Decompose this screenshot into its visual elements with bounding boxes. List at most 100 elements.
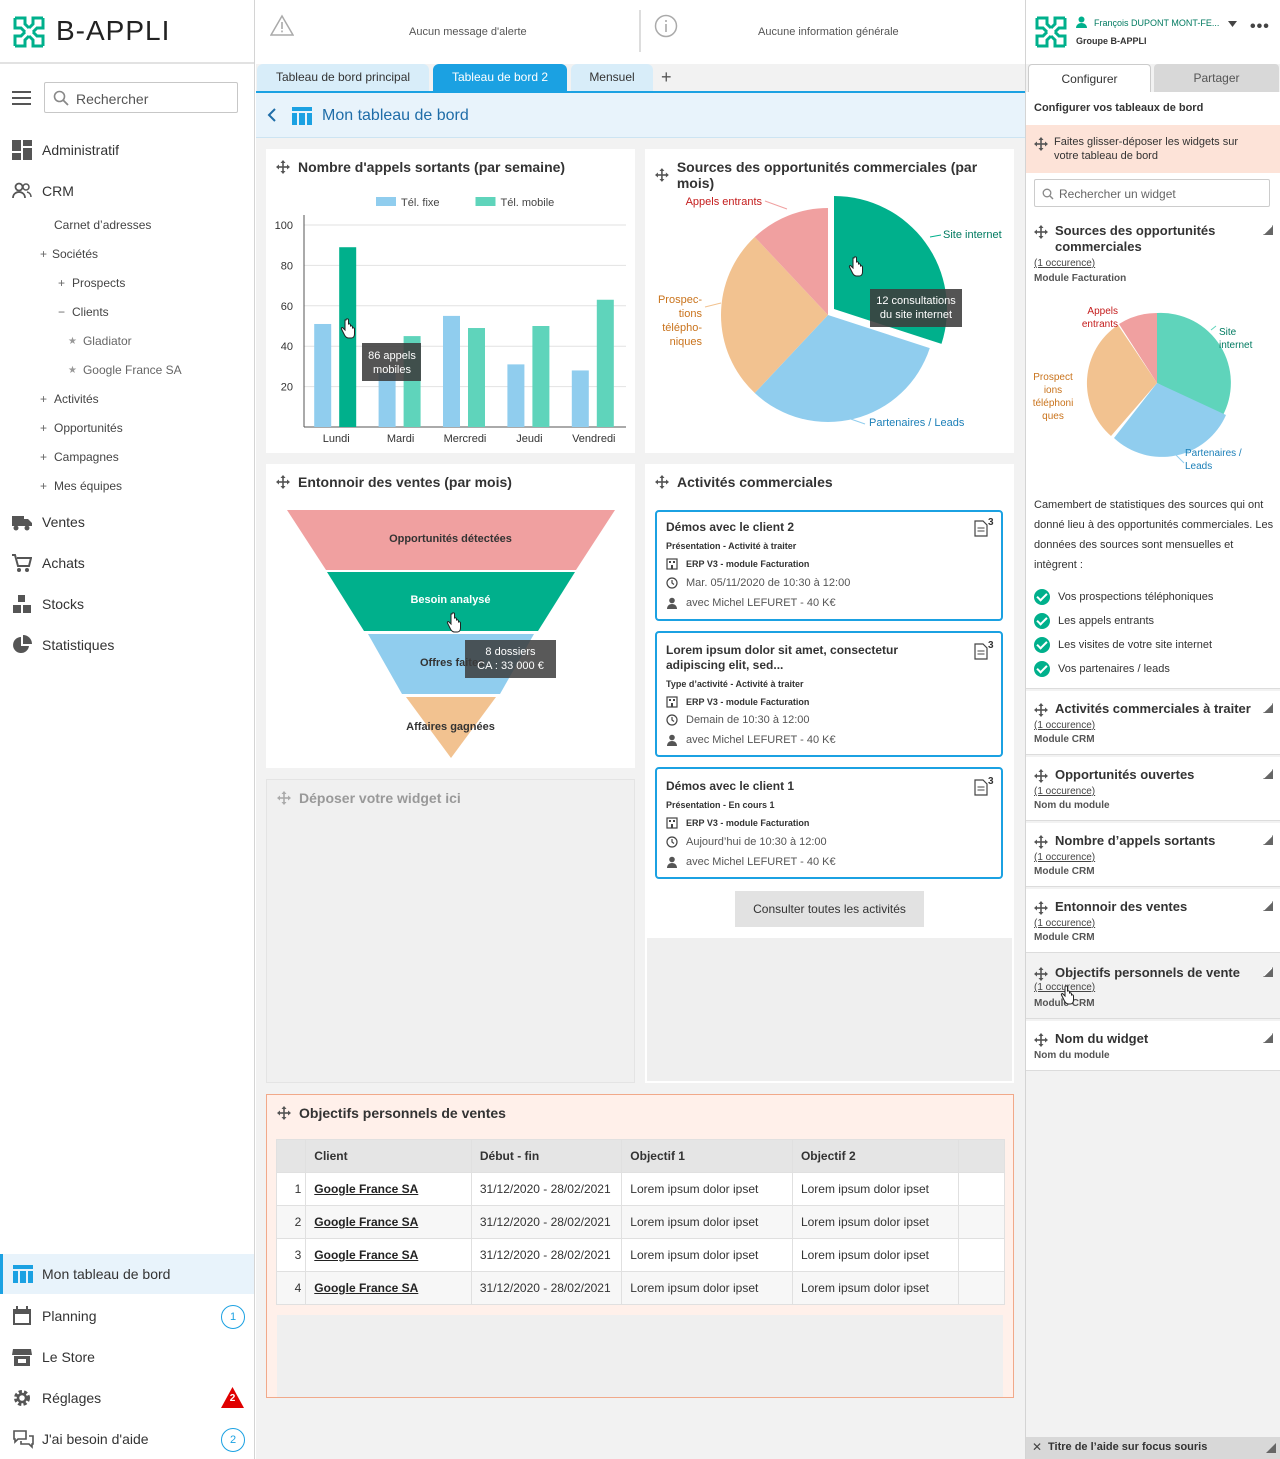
widget-calls: Nombre d'appels sortants (par semaine) T…	[266, 149, 635, 453]
table-row[interactable]: 2 Google France SA 31/12/2020 - 28/02/20…	[275, 1205, 1006, 1239]
expand-icon[interactable]	[1266, 1443, 1276, 1453]
catalog-widget-occurence[interactable]: (1 occurence)	[1034, 918, 1096, 929]
drag-move-icon[interactable]	[1034, 967, 1048, 981]
sidebar-subitem-carnet[interactable]: Carnet d’adresses	[54, 218, 151, 232]
sidebar-item-reglages[interactable]: Réglages	[0, 1378, 254, 1418]
widget-catalog-item[interactable]: Objectifs personnels de vente (1 occuren…	[1026, 955, 1280, 1019]
column-header[interactable]: Début - fin	[470, 1139, 623, 1173]
sidebar-item-ventes[interactable]: Ventes	[12, 511, 85, 533]
activity-card[interactable]: Lorem ipsum dolor sit amet, consectetur …	[655, 631, 1003, 757]
sidebar-item-statistiques[interactable]: Statistiques	[12, 634, 114, 656]
back-arrow-icon[interactable]	[266, 107, 278, 123]
widget-catalog-item[interactable]: Activités commerciales à traiter (1 occu…	[1026, 691, 1280, 755]
sidebar-item-achats[interactable]: Achats	[12, 552, 85, 574]
sidebar-subitem-equipes[interactable]: + Mes équipes	[40, 479, 122, 493]
widget-title-row[interactable]: Objectifs personnels de ventes	[277, 1105, 506, 1121]
expand-icon[interactable]	[1263, 901, 1273, 911]
sidebar-item-crm[interactable]: CRM	[12, 180, 74, 202]
tab-partager[interactable]: Partager	[1154, 64, 1279, 92]
table-row[interactable]: 4 Google France SA 31/12/2020 - 28/02/20…	[275, 1271, 1006, 1305]
sidebar-subitem-campagnes[interactable]: + Campagnes	[40, 450, 119, 464]
all-activities-button[interactable]: Consulter toutes les activités	[735, 891, 924, 927]
app-logo[interactable]: B-APPLI	[0, 0, 254, 64]
add-tab-icon[interactable]: +	[661, 67, 672, 87]
catalog-widget-name: Opportunités ouvertes	[1055, 767, 1195, 782]
client-link[interactable]: Google France SA	[314, 1248, 419, 1262]
sidebar-item-administratif[interactable]: Administratif	[12, 139, 119, 161]
widget-search-input[interactable]: Rechercher un widget	[1034, 179, 1270, 207]
sidebar-item-mon-tableau-de-bord[interactable]: Mon tableau de bord	[0, 1254, 254, 1294]
drag-move-icon[interactable]	[655, 168, 669, 182]
tab-configurer[interactable]: Configurer	[1028, 64, 1151, 93]
user-name[interactable]: François DUPONT MONT-FE...	[1094, 18, 1220, 28]
drag-move-icon[interactable]	[276, 475, 290, 489]
catalog-widget-occurence[interactable]: (1 occurence)	[1034, 852, 1096, 863]
tab-tableau-principal[interactable]: Tableau de bord principal	[257, 64, 429, 91]
more-options-icon[interactable]: •••	[1250, 18, 1270, 35]
column-header[interactable]: Objectif 1	[621, 1139, 793, 1173]
sidebar-item-aide[interactable]: J'ai besoin d'aide	[0, 1419, 254, 1459]
expand-icon[interactable]	[1263, 835, 1273, 845]
funnel-stage-4[interactable]	[406, 697, 496, 758]
dashboard-icon	[12, 140, 32, 160]
widget-drop-zone[interactable]: Déposer votre widget ici	[266, 779, 635, 1083]
activity-card[interactable]: Démos avec le client 1 Présentation - En…	[655, 767, 1003, 879]
drag-move-icon[interactable]	[655, 475, 669, 489]
sidebar-item-store[interactable]: Le Store	[0, 1337, 254, 1377]
expand-icon[interactable]	[1263, 967, 1273, 977]
drag-move-icon[interactable]	[1034, 1033, 1048, 1047]
tooltip-line: 12 consultations	[876, 295, 956, 307]
column-header[interactable]: Objectif 2	[791, 1139, 959, 1173]
widget-catalog-item[interactable]: Entonnoir des ventes (1 occurence) Modul…	[1026, 889, 1280, 953]
sidebar-item-planning[interactable]: Planning	[0, 1296, 254, 1336]
widget-catalog-item-sources[interactable]: Sources des opportunités commerciales (1…	[1026, 213, 1280, 689]
sidebar-subitem-prospects[interactable]: + Prospects	[58, 276, 125, 290]
funnel-stage-2[interactable]	[327, 572, 575, 631]
activity-card[interactable]: Démos avec le client 2 Présentation - Ac…	[655, 510, 1003, 621]
sidebar-subitem-clients[interactable]: − Clients	[58, 305, 109, 319]
sidebar-search-input[interactable]: Rechercher	[44, 82, 238, 113]
drag-move-icon[interactable]	[1034, 769, 1048, 783]
table-row[interactable]: 1 Google France SA 31/12/2020 - 28/02/20…	[275, 1172, 1006, 1206]
widget-title-row[interactable]: Nombre d'appels sortants (par semaine)	[276, 159, 565, 175]
widget-title-row[interactable]: Sources des opportunités commerciales (p…	[655, 159, 1014, 191]
hamburger-menu-icon[interactable]	[12, 91, 31, 105]
widget-catalog-item[interactable]: Opportunités ouvertes (1 occurence) Nom …	[1026, 757, 1280, 821]
drag-move-icon[interactable]	[1034, 225, 1048, 239]
close-icon[interactable]: ✕	[1032, 1440, 1043, 1454]
expand-icon[interactable]	[1263, 225, 1273, 235]
sidebar-subitem-opportunites[interactable]: + Opportunités	[40, 421, 123, 435]
sidebar-subitem-societes[interactable]: + Sociétés	[40, 247, 98, 261]
drag-move-icon[interactable]	[1034, 901, 1048, 915]
table-row[interactable]: 3 Google France SA 31/12/2020 - 28/02/20…	[275, 1238, 1006, 1272]
funnel-stage-1[interactable]	[287, 510, 615, 570]
catalog-widget-occurence[interactable]: (1 occurence)	[1034, 720, 1096, 731]
chevron-down-icon[interactable]	[1228, 21, 1237, 27]
drag-move-icon[interactable]	[1034, 703, 1048, 717]
y-tick-label: 100	[275, 220, 293, 232]
widget-title-row[interactable]: Entonnoir des ventes (par mois)	[276, 474, 512, 490]
sidebar-subitem-activites[interactable]: + Activités	[40, 392, 99, 406]
drag-move-icon[interactable]	[1034, 835, 1048, 849]
tab-mensuel[interactable]: Mensuel	[571, 64, 653, 91]
widget-title-row[interactable]: Activités commerciales	[655, 474, 833, 490]
client-link[interactable]: Google France SA	[314, 1215, 419, 1229]
sidebar-item-stocks[interactable]: Stocks	[12, 593, 84, 615]
expand-icon[interactable]	[1263, 1033, 1273, 1043]
catalog-widget-occurence[interactable]: (1 occurence)	[1034, 258, 1096, 269]
catalog-widget-occurence[interactable]: (1 occurence)	[1034, 786, 1096, 797]
expand-icon[interactable]	[1263, 769, 1273, 779]
expand-icon[interactable]	[1263, 703, 1273, 713]
drag-move-icon[interactable]	[277, 1106, 291, 1120]
widget-catalog-item[interactable]: Nombre d’appels sortants (1 occurence) M…	[1026, 823, 1280, 887]
sidebar-subitem-google[interactable]: ★ Google France SA	[68, 363, 182, 377]
client-link[interactable]: Google France SA	[314, 1281, 419, 1295]
tab-tableau-2[interactable]: Tableau de bord 2	[433, 64, 567, 91]
drag-move-icon[interactable]	[276, 160, 290, 174]
bar-vendredi-mobile	[596, 299, 614, 427]
sidebar-subitem-gladiator[interactable]: ★ Gladiator	[68, 334, 132, 348]
widget-catalog-item[interactable]: Nom du widget Nom du module	[1026, 1021, 1280, 1071]
client-link[interactable]: Google France SA	[314, 1182, 419, 1196]
preview-label-partenaires: Partenaires / Leads	[1185, 448, 1242, 472]
column-header[interactable]: Client	[305, 1139, 472, 1173]
